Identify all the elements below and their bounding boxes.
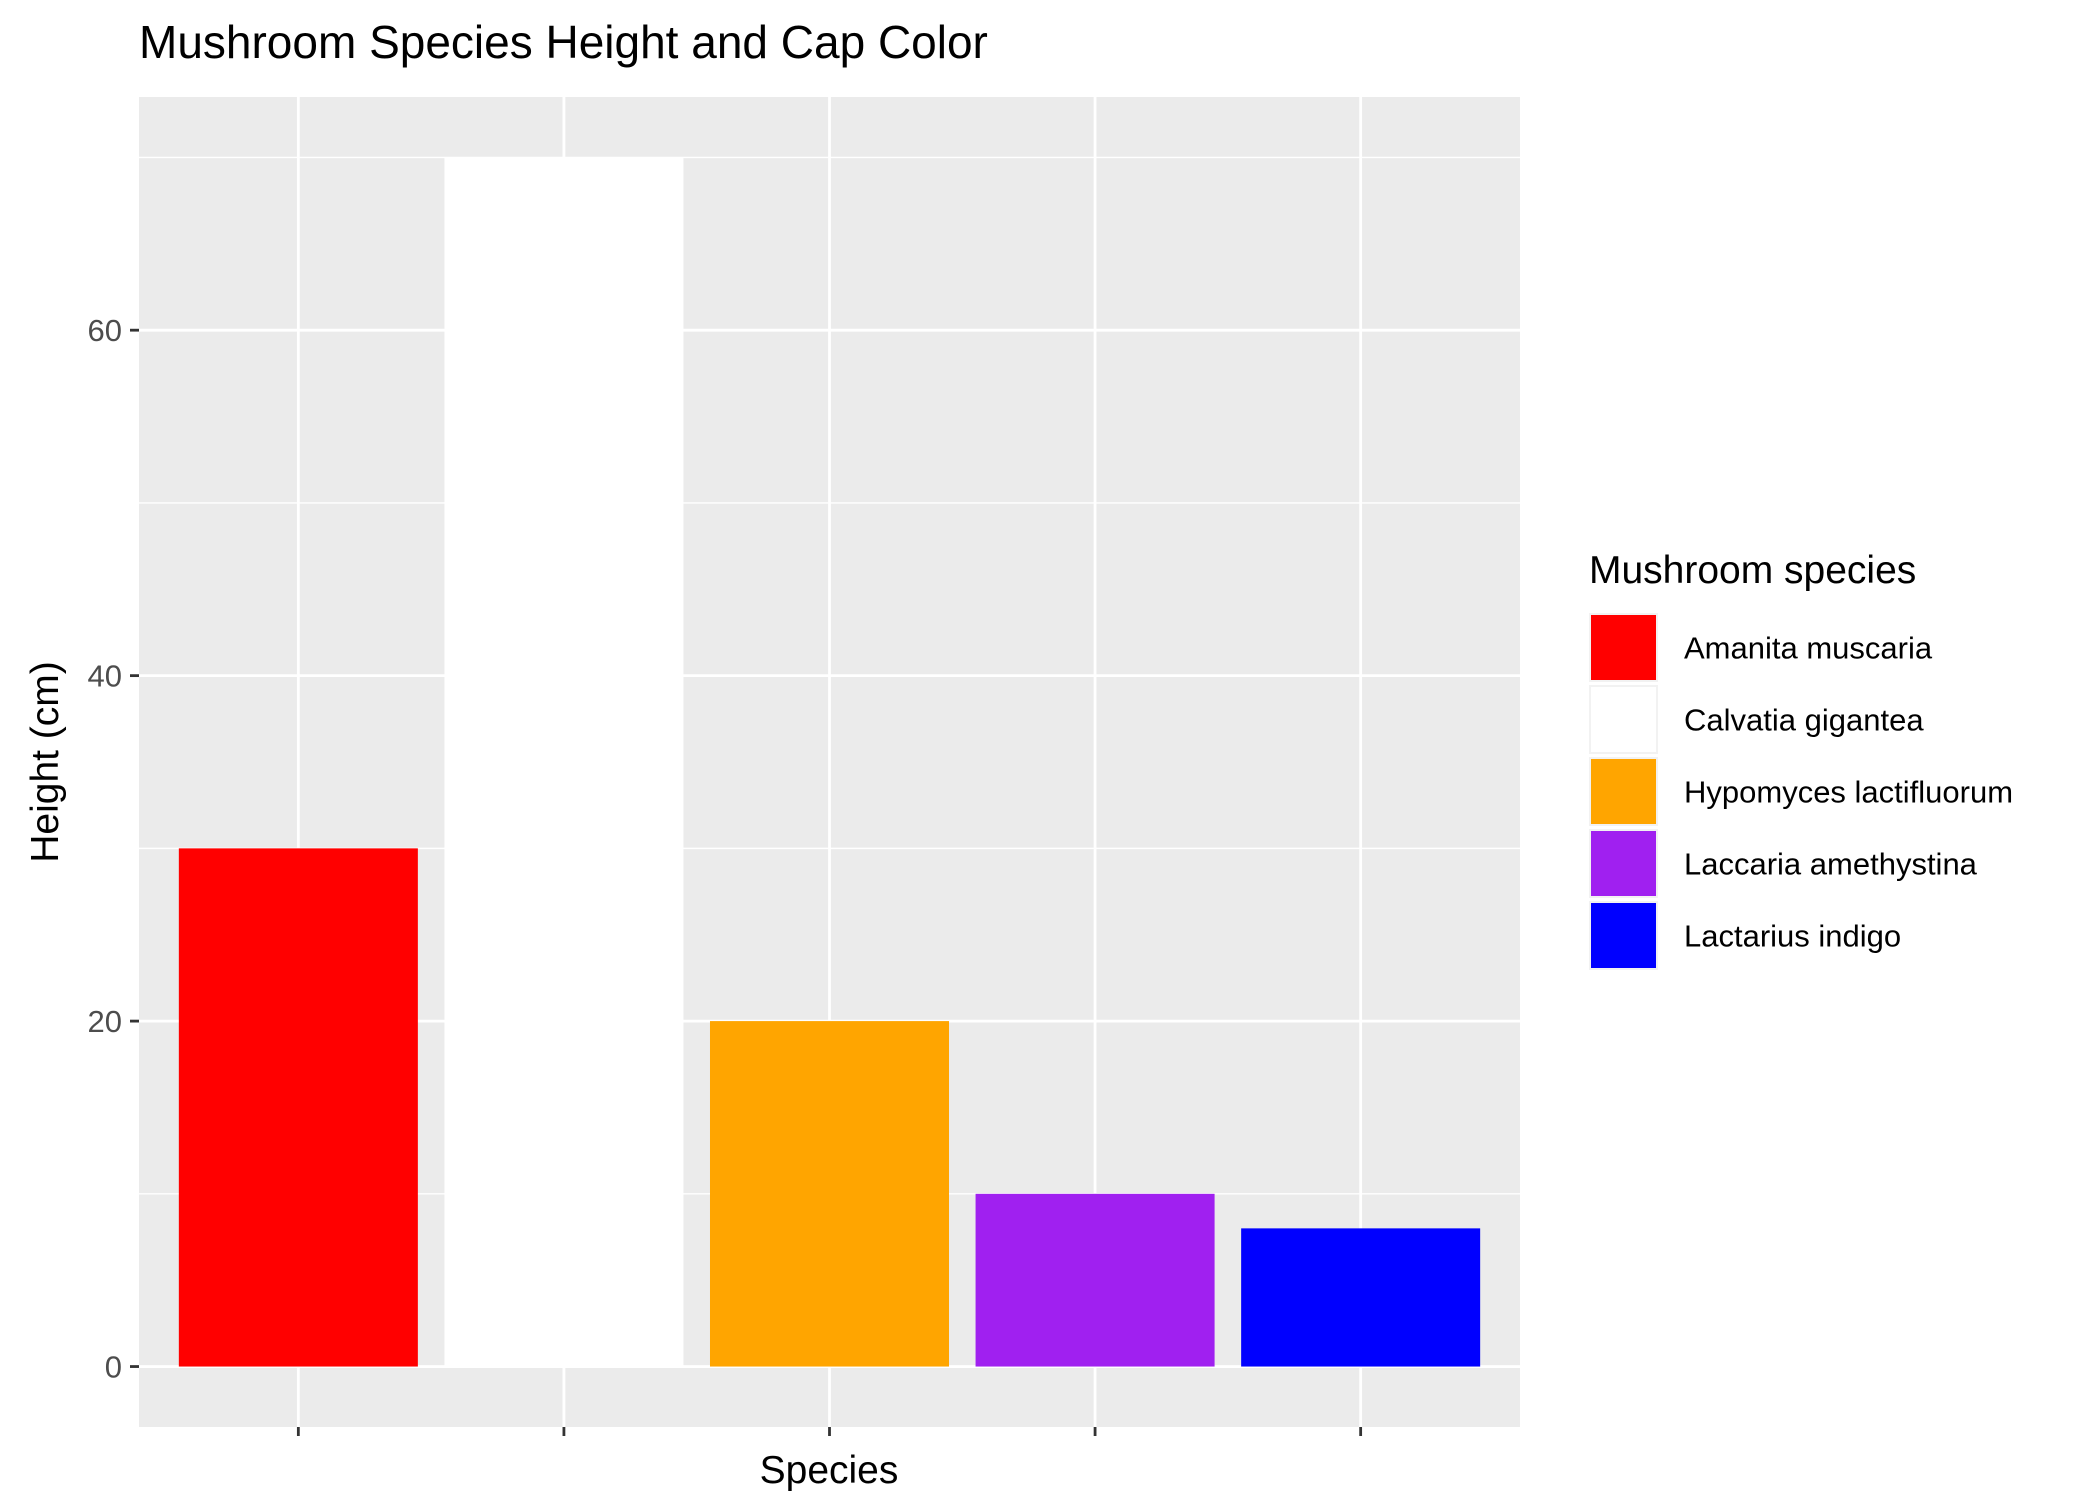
- y-axis: 0 20 40 60: [88, 313, 139, 1385]
- legend: Mushroom species Amanita muscaria Calvati…: [1589, 549, 2013, 970]
- y-tick-label: 40: [88, 659, 122, 694]
- y-tick-label: 20: [88, 1004, 122, 1039]
- y-axis-title: Height (cm): [24, 661, 67, 863]
- chart-title: Mushroom Species Height and Cap Color: [139, 16, 988, 68]
- bar-hypomyces-lactifluorum: [709, 1021, 950, 1367]
- legend-key-laccaria-amethystina: [1591, 831, 1656, 896]
- bar-lactarius-indigo: [1241, 1228, 1481, 1367]
- legend-label: Amanita muscaria: [1684, 631, 1933, 666]
- legend-label: Hypomyces lactifluorum: [1684, 775, 2013, 810]
- legend-key-amanita-muscaria: [1591, 615, 1656, 680]
- bar-laccaria-amethystina: [975, 1193, 1215, 1367]
- bar-amanita-muscaria: [178, 848, 418, 1367]
- x-axis-title: Species: [760, 1449, 899, 1492]
- y-tick-label: 60: [88, 313, 122, 348]
- y-tick-label: 0: [105, 1350, 122, 1385]
- legend-label: Calvatia gigantea: [1684, 703, 1924, 738]
- legend-label: Lactarius indigo: [1684, 919, 1901, 954]
- x-axis: [296, 1427, 1363, 1436]
- legend-key-calvatia-gigantea: [1591, 687, 1656, 752]
- bars: [178, 157, 1481, 1367]
- legend-label: Laccaria amethystina: [1684, 847, 1978, 882]
- bar-calvatia-gigantea: [444, 157, 684, 1367]
- legend-title: Mushroom species: [1589, 549, 1916, 592]
- legend-key-hypomyces-lactifluorum: [1591, 759, 1656, 824]
- legend-key-lactarius-indigo: [1591, 903, 1656, 968]
